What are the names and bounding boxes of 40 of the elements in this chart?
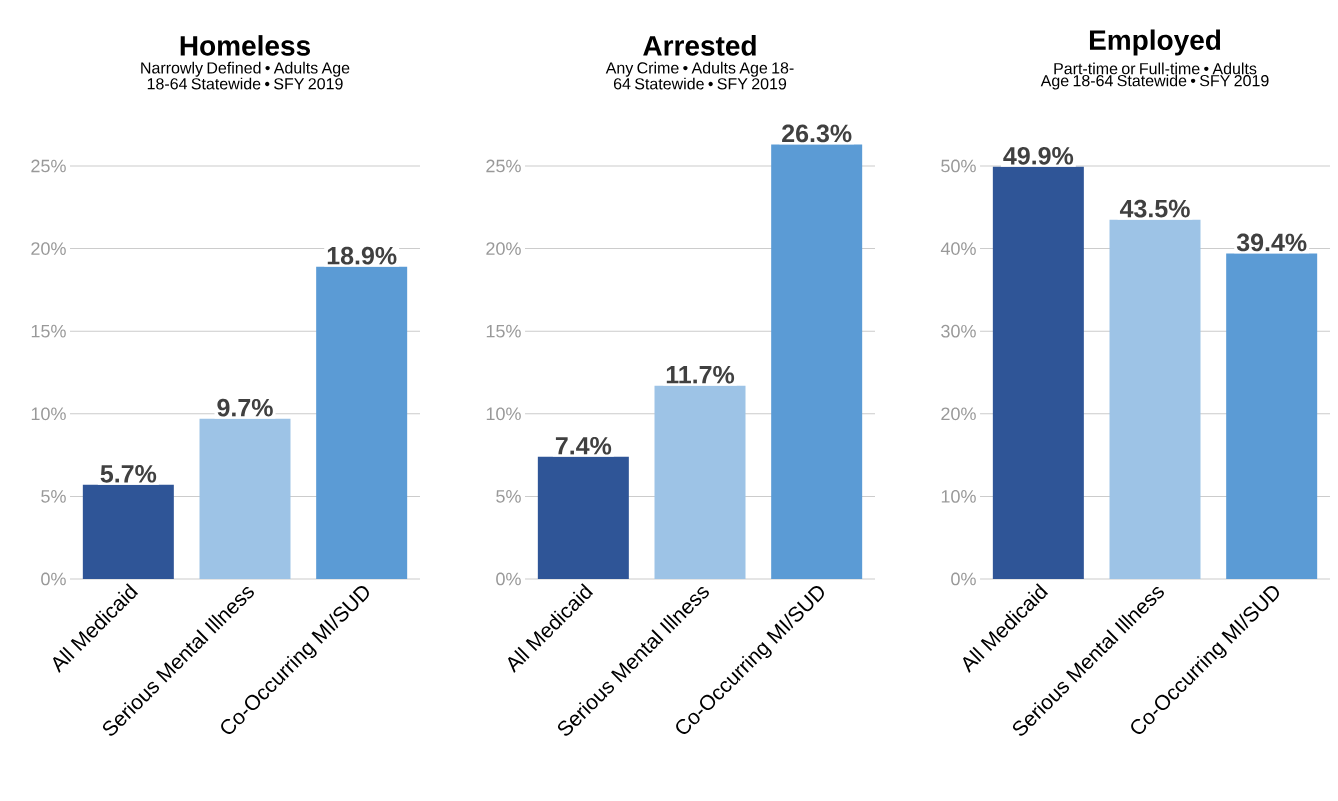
chart-subtitle: Part-time or Full-time • Adults Age 18-64 Statewide • SFY 2019 <box>1040 62 1269 90</box>
y-tick-label: 20% <box>31 242 66 255</box>
y-tick-label: 50% <box>941 159 976 173</box>
y-tick-label: 20% <box>941 407 976 421</box>
bar <box>537 456 629 579</box>
data-label: 39.4% <box>1236 233 1307 252</box>
data-label: 43.5% <box>1119 199 1190 218</box>
y-tick-label: 10% <box>486 407 521 421</box>
y-tick-label: 25% <box>486 159 521 173</box>
y-tick-label: 40% <box>940 242 976 255</box>
y-tick-label: 10% <box>941 490 976 503</box>
data-label: 11.7% <box>666 365 735 384</box>
bar <box>82 484 174 579</box>
y-tick-label: 0% <box>951 572 976 586</box>
bar <box>771 144 863 579</box>
chart-title: Employed <box>1089 29 1221 56</box>
bar <box>1109 219 1201 579</box>
y-tick-label: 10% <box>31 407 66 421</box>
chart-subtitle: Narrowly Defined • Adults Age 18-64 Statewide • SFY 2019 <box>141 61 350 90</box>
y-tick-label: 5% <box>496 490 521 503</box>
y-tick-label: 0% <box>496 572 521 586</box>
bar <box>992 166 1084 579</box>
y-tick-label: 15% <box>31 324 66 338</box>
y-tick-label: 5% <box>41 490 66 503</box>
chart-title: Homeless <box>180 35 310 56</box>
y-tick-label: 15% <box>486 324 521 338</box>
chart-subtitle: Any Crime • Adults Age 18-64 Statewide • SFY 2019 <box>605 61 794 90</box>
data-label: 26.3% <box>782 124 852 143</box>
data-label: 7.4% <box>555 436 612 455</box>
data-label: 49.9% <box>1003 146 1074 165</box>
chart-title: Arrested <box>643 35 756 56</box>
bar <box>316 266 408 579</box>
y-tick-label: 0% <box>41 572 66 586</box>
data-label: 18.9% <box>327 246 397 265</box>
data-label: 9.7% <box>217 398 273 417</box>
bar <box>654 385 746 579</box>
y-tick-label: 30% <box>941 324 976 338</box>
y-tick-label: 25% <box>31 159 66 173</box>
data-label: 5.7% <box>100 465 157 483</box>
y-tick-label: 20% <box>486 242 521 255</box>
